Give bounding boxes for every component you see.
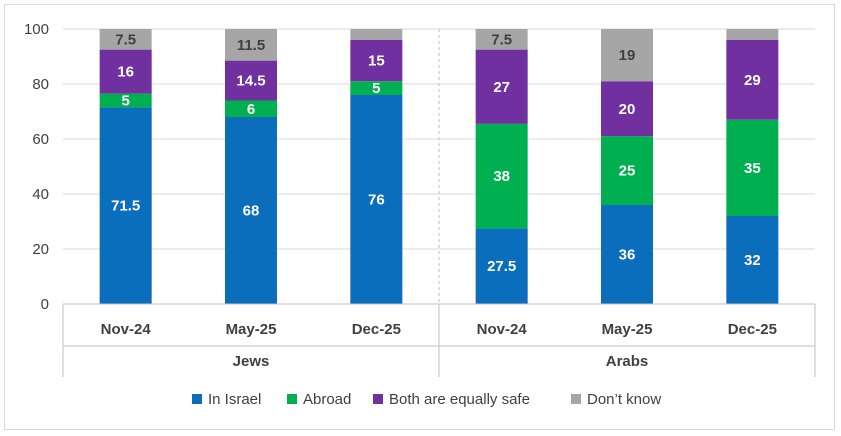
bar-segment (475, 123, 528, 229)
x-axis: Nov-24 May-25 Dec-25 Nov-24 May-25 Dec-25 Jews… (62, 29, 816, 377)
x-category-label: Nov-24 (101, 321, 152, 338)
bar-segment (99, 29, 152, 50)
chart-frame: 0 20 40 60 80 100 71.5 5 16 7.5 68 6 14.5 11.5 76 5 15 2… (4, 4, 835, 430)
bar-segment (601, 205, 653, 304)
data-label: 7.5 (115, 31, 136, 48)
bar-segment (475, 228, 528, 304)
bar-segment (601, 81, 653, 137)
data-label: 7.5 (491, 31, 512, 48)
y-tick-label: 20 (32, 241, 49, 258)
data-label: 36 (619, 247, 636, 264)
data-label: 27.5 (487, 258, 516, 275)
bar-segment (726, 29, 779, 40)
x-category-label: Dec-25 (352, 321, 401, 338)
x-category-label: May-25 (602, 321, 653, 338)
y-tick-label: 40 (32, 186, 49, 203)
data-label: 68 (243, 203, 260, 220)
data-label: 20 (619, 101, 636, 118)
data-label: 19 (619, 47, 636, 64)
legend: In Israel Abroad Both are equally safe Don’… (192, 391, 661, 408)
legend-label: In Israel (208, 391, 261, 408)
data-label: 38 (493, 168, 510, 185)
data-label: 32 (744, 252, 761, 269)
data-label: 16 (117, 64, 134, 81)
bar-segment (225, 117, 277, 304)
bar-segment (475, 29, 528, 50)
bar-segment (350, 95, 403, 304)
x-category-label: Nov-24 (477, 321, 528, 338)
data-label: 5 (372, 80, 380, 97)
data-label: 35 (744, 160, 761, 177)
bar-segment (726, 119, 779, 216)
y-tick-label: 60 (32, 131, 49, 148)
bar-segment (350, 29, 403, 40)
data-label: 76 (368, 192, 385, 209)
bar-segment (225, 29, 277, 61)
x-group-label: Jews (233, 353, 270, 370)
bar-segment (350, 81, 403, 95)
y-tick-label: 100 (24, 21, 49, 38)
bar-segment (601, 136, 653, 205)
bar-segment (726, 216, 779, 304)
data-label: 6 (247, 101, 255, 118)
legend-label: Don’t know (587, 391, 661, 408)
bar-segment (475, 49, 528, 124)
data-labels: 71.5 5 16 7.5 68 6 14.5 11.5 76 5 15 27.5 38 27 7.5 36 2… (111, 31, 761, 275)
data-label: 11.5 (237, 37, 265, 54)
data-label: 29 (744, 72, 761, 89)
y-tick-label: 80 (32, 76, 49, 93)
x-category-label: May-25 (226, 321, 277, 338)
y-axis-ticks: 0 20 40 60 80 100 (24, 21, 49, 313)
bar-segment (726, 40, 779, 120)
legend-swatch (373, 394, 383, 404)
data-label: 14.5 (236, 73, 265, 90)
bar-segment (99, 107, 152, 304)
bars (99, 29, 779, 304)
data-label: 5 (121, 93, 129, 110)
data-label: 25 (619, 163, 636, 180)
data-label: 27 (493, 79, 510, 96)
bar-segment (350, 40, 403, 82)
legend-swatch (192, 394, 202, 404)
x-group-label: Arabs (606, 353, 649, 370)
legend-swatch (571, 394, 581, 404)
bar-segment (99, 49, 152, 94)
legend-label: Both are equally safe (389, 391, 530, 408)
legend-label: Abroad (303, 391, 351, 408)
data-label: 15 (368, 53, 385, 70)
bar-segment (601, 29, 653, 82)
data-label: 71.5 (111, 198, 140, 215)
y-tick-label: 0 (41, 296, 49, 313)
legend-swatch (287, 394, 297, 404)
bar-segment (225, 100, 277, 117)
stacked-bar-chart: 0 20 40 60 80 100 71.5 5 16 7.5 68 6 14.5 11.5 76 5 15 2… (24, 21, 816, 408)
bar-segment (225, 60, 277, 101)
bar-segment (99, 93, 152, 108)
x-category-label: Dec-25 (728, 321, 777, 338)
